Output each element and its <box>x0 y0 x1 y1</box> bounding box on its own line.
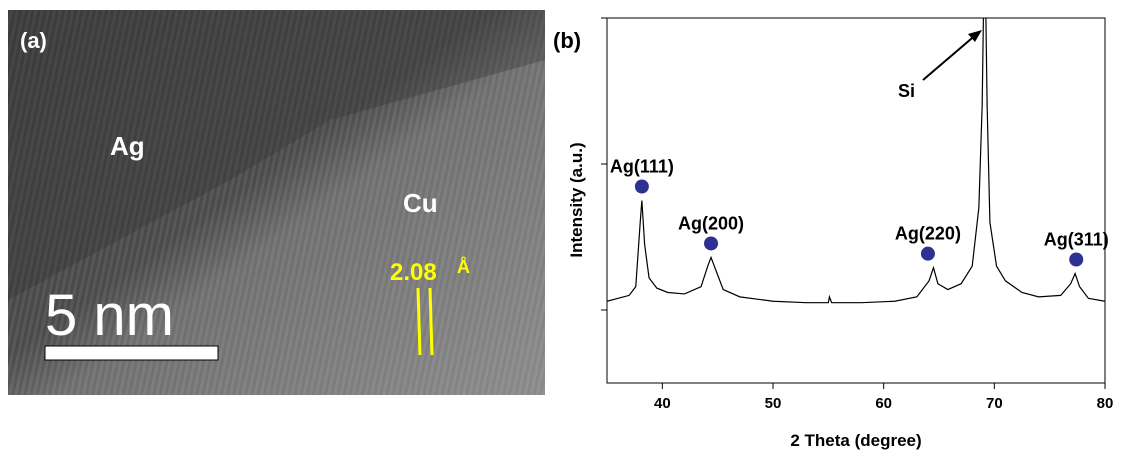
spacing-unit: Å <box>457 257 470 277</box>
x-tick-label: 60 <box>875 395 892 412</box>
scale-bar <box>44 345 219 361</box>
peak-label: Ag(200) <box>678 213 744 233</box>
lattice-fringes <box>8 10 545 395</box>
arrow <box>922 32 979 81</box>
x-tick-label: 40 <box>654 395 671 412</box>
peak-marker <box>634 179 649 194</box>
x-tick-label: 80 <box>1097 395 1114 412</box>
phase-label: Ag <box>110 131 145 161</box>
y-axis-label: Intensity (a.u.) <box>567 142 586 257</box>
fringe-marker <box>428 287 434 356</box>
peak-marker <box>1069 252 1084 267</box>
arrow-label: Si <box>898 81 915 101</box>
arrow-head <box>968 30 982 42</box>
peak-marker <box>704 236 719 251</box>
tem-image: (a) Ag Cu 2.08 Å 5 nm <box>8 10 545 395</box>
plot-frame <box>606 17 1106 384</box>
peak-marker <box>920 246 935 261</box>
scale-bar-label: 5 nm <box>45 283 174 348</box>
xrd-chart: (b) 2 Theta (degree) Intensity (a.u.) Si… <box>553 17 1114 450</box>
spacing-value: 2.08 <box>390 259 437 286</box>
peak-label: Ag(111) <box>610 157 674 177</box>
data-line <box>607 18 1105 304</box>
x-tick-label: 50 <box>765 395 782 412</box>
phase-label: Cu <box>403 188 438 218</box>
panel-label: (b) <box>553 28 581 53</box>
ag-region <box>8 10 545 300</box>
peak-label: Ag(311) <box>1044 230 1109 250</box>
peak-label: Ag(220) <box>895 224 961 244</box>
x-axis-label: 2 Theta (degree) <box>790 431 921 450</box>
x-tick-label: 70 <box>986 395 1003 412</box>
panel-label: (a) <box>20 28 47 53</box>
fringe-marker <box>416 287 422 356</box>
